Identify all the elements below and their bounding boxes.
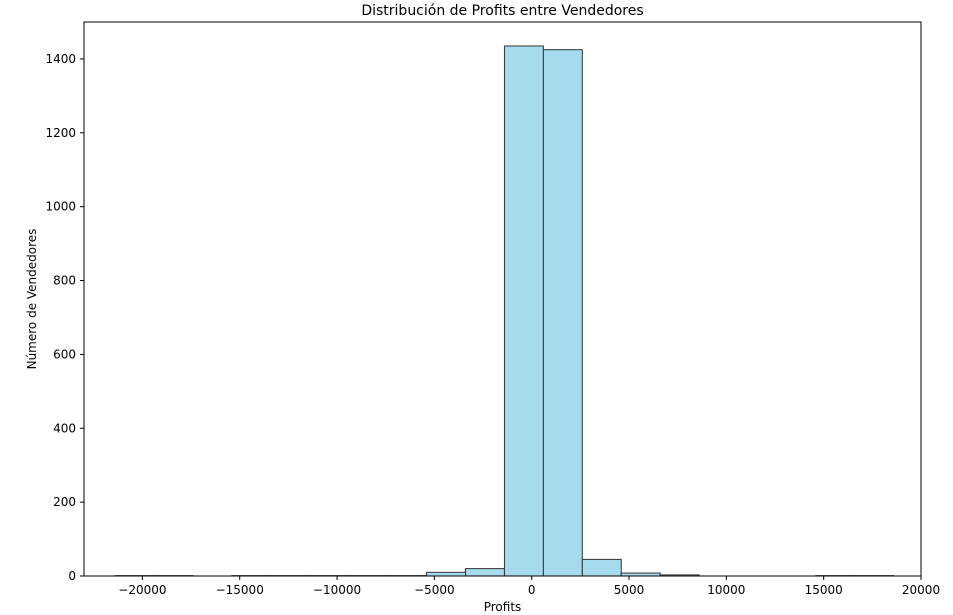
y-tick-label-1: 200 [53, 495, 76, 509]
histogram-bar-9 [465, 568, 505, 577]
x-axis: −20000 −15000 −10000 −5000 0 5000 10000 15000 20… [118, 576, 940, 597]
y-tick-label-7: 1400 [45, 52, 76, 66]
plot-area-frame [83, 21, 922, 577]
y-axis: 0 200 400 600 800 1000 1200 1400 [45, 52, 84, 583]
x-axis-label: Profits [484, 600, 522, 614]
x-tick-label-6: 10000 [707, 583, 745, 597]
chart-title: Distribución de Profits entre Vendedores [361, 3, 643, 19]
y-tick-label-2: 400 [53, 421, 76, 435]
histogram-bar-11 [542, 49, 583, 577]
x-tick-label-4: 0 [528, 583, 536, 597]
y-tick-label-4: 800 [53, 274, 76, 288]
x-tick-label-3: −5000 [414, 583, 455, 597]
x-tick-label-7: 15000 [805, 583, 843, 597]
x-tick-label-2: −10000 [313, 583, 361, 597]
y-tick-label-5: 1000 [45, 200, 76, 214]
x-tick-label-0: −20000 [118, 583, 166, 597]
x-tick-label-5: 5000 [614, 583, 645, 597]
histogram-bar-12 [581, 558, 622, 577]
histogram-bar-8 [426, 571, 467, 577]
histogram-bar-10 [503, 45, 544, 577]
y-axis-label: Número de Vendedores [25, 229, 39, 370]
y-tick-label-0: 0 [68, 569, 76, 583]
x-tick-label-1: −15000 [216, 583, 264, 597]
y-tick-label-3: 600 [53, 347, 76, 361]
histogram-bars [114, 45, 895, 577]
x-tick-label-8: 20000 [902, 583, 940, 597]
y-tick-label-6: 1200 [45, 126, 76, 140]
